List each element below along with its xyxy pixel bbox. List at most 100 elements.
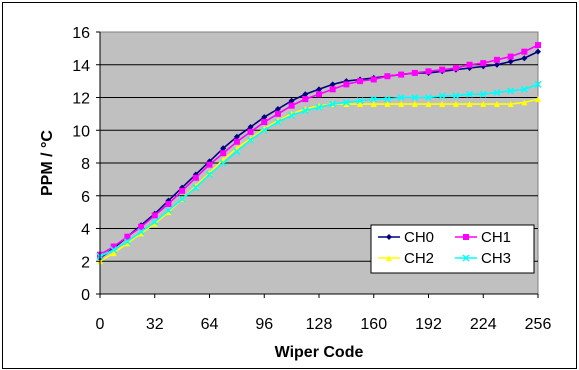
y-tick-label: 16 [72,25,90,42]
data-point-ch1 [357,78,364,85]
data-point-ch0 [247,123,254,130]
legend-label: CH2 [404,250,434,267]
x-tick-label: 224 [470,316,497,333]
data-point-ch1 [179,187,186,194]
legend-marker [386,255,392,261]
data-point-ch3 [520,85,528,93]
data-point-ch2 [357,101,364,108]
data-point-ch3 [137,228,145,236]
data-point-ch1 [261,119,268,126]
data-point-ch3 [534,80,542,88]
data-point-ch3 [452,92,460,100]
data-point-ch1 [247,128,254,135]
x-tick-label: 64 [201,316,219,333]
data-point-ch3 [274,118,282,126]
series-ch3 [96,80,542,260]
legend-marker [386,234,392,240]
data-point-ch0 [261,114,268,121]
data-point-ch3 [151,218,159,226]
data-point-ch1 [124,233,131,240]
data-point-ch3 [260,126,268,134]
data-point-ch1 [165,200,172,207]
data-point-ch1 [535,42,541,49]
legend-item-ch3: CH3 [455,250,511,267]
x-axis-label: Wiper Code [275,344,364,361]
data-point-ch0 [288,97,295,104]
series-ch1 [97,42,541,258]
legend-label: CH3 [481,250,511,267]
data-point-ch2 [110,250,117,257]
data-point-ch0 [535,48,541,55]
data-point-ch3 [466,90,474,98]
data-point-ch3 [411,93,419,102]
y-tick-label: 10 [72,123,90,140]
data-point-ch3 [438,92,446,100]
data-point-ch1 [329,86,336,93]
legend-marker [463,234,469,240]
data-point-ch3 [370,95,378,103]
data-point-ch1 [480,60,487,67]
data-point-ch1 [192,174,199,181]
data-point-ch0 [521,55,528,62]
y-tick-label: 2 [81,254,90,271]
data-point-ch3 [301,107,309,115]
legend-label: CH0 [404,229,434,246]
x-tick-label: 32 [146,316,164,333]
data-point-ch2 [480,101,487,108]
data-point-ch3 [493,89,501,97]
legend-item-ch1: CH1 [455,229,511,246]
data-point-ch2 [124,240,131,247]
data-point-ch3 [233,148,241,156]
data-point-ch2 [138,230,145,237]
data-point-ch3 [178,195,186,203]
x-tick-label: 192 [415,316,442,333]
data-point-ch1 [288,102,295,109]
data-point-ch2 [466,101,473,108]
x-tick-label: 128 [306,316,333,333]
data-point-ch1 [370,76,377,83]
data-point-ch1 [493,56,500,63]
data-point-ch1 [521,48,528,55]
data-point-ch2 [384,101,391,108]
data-point-ch1 [452,65,459,72]
legend-label: CH1 [481,229,511,246]
legend-box [370,224,535,274]
data-point-ch2 [206,169,213,176]
data-point-ch0 [233,133,240,140]
data-point-ch1 [220,150,227,157]
data-point-ch2 [370,101,377,108]
data-point-ch2 [521,99,528,106]
data-point-ch2 [507,101,514,108]
data-point-ch1 [466,61,473,68]
data-point-ch3 [356,97,364,105]
data-point-ch0 [480,63,487,70]
y-tick-label: 8 [81,156,90,173]
data-point-ch3 [219,159,227,167]
data-point-ch0 [220,145,227,152]
data-point-ch2 [192,182,199,189]
data-point-ch1 [233,138,240,145]
y-tick-label: 4 [81,222,90,239]
data-point-ch1 [302,96,309,103]
data-point-ch3 [123,238,131,246]
data-point-ch3 [397,93,405,102]
data-point-ch2 [411,101,418,108]
data-point-ch1 [206,161,213,168]
data-point-ch3 [383,95,391,103]
series-lines [96,42,542,265]
data-point-ch3 [479,90,487,98]
data-point-ch0 [493,61,500,68]
data-point-ch3 [205,170,214,178]
data-point-ch3 [342,98,350,106]
legend-item-ch0: CH0 [378,229,434,246]
data-point-ch1 [138,223,145,230]
data-point-ch2 [535,96,541,103]
data-point-ch3 [329,100,337,108]
data-point-ch2 [493,101,500,108]
x-tick-label: 160 [360,316,387,333]
data-point-ch0 [274,105,281,112]
y-tick-label: 14 [72,58,90,75]
data-point-ch3 [192,184,200,192]
data-point-ch0 [302,91,309,98]
data-point-ch1 [274,110,281,117]
